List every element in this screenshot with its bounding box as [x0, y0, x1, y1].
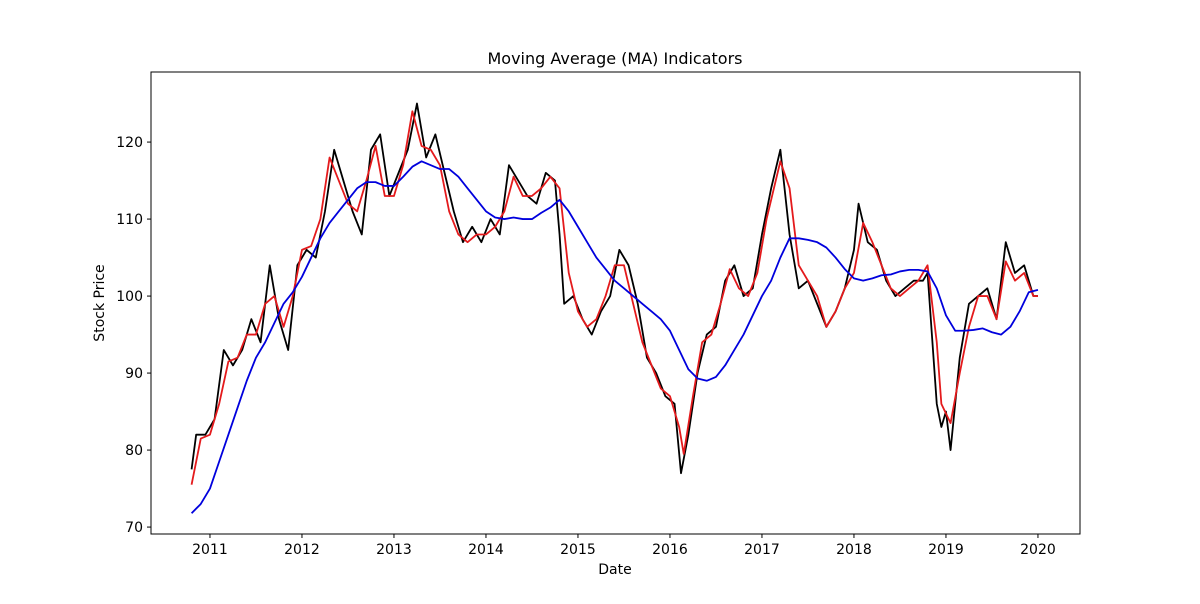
x-tick-label: 2020	[1020, 542, 1056, 558]
x-tick-label: 2016	[652, 542, 688, 558]
y-tick-label: 70	[125, 520, 143, 536]
x-tick-label: 2013	[376, 542, 412, 558]
x-tick-label: 2019	[928, 542, 964, 558]
y-tick-label: 90	[125, 366, 143, 382]
x-tick-label: 2011	[192, 542, 228, 558]
x-tick-label: 2012	[284, 542, 320, 558]
y-tick-label: 120	[116, 135, 143, 151]
y-tick-label: 80	[125, 443, 143, 459]
y-tick-label: 110	[116, 212, 143, 228]
line-series	[190, 110, 1038, 485]
y-tick-label: 100	[116, 289, 143, 305]
x-axis-label: Date	[598, 562, 631, 578]
x-tick-label: 2017	[744, 542, 780, 558]
plot-frame	[150, 71, 1081, 535]
x-tick-label: 2014	[468, 542, 504, 558]
y-axis-label: Stock Price	[92, 264, 108, 341]
line-series	[190, 102, 1038, 475]
x-tick-label: 2018	[836, 542, 872, 558]
x-tick-label: 2015	[560, 542, 596, 558]
line-series	[190, 160, 1039, 514]
chart-title: Moving Average (MA) Indicators	[487, 49, 742, 68]
